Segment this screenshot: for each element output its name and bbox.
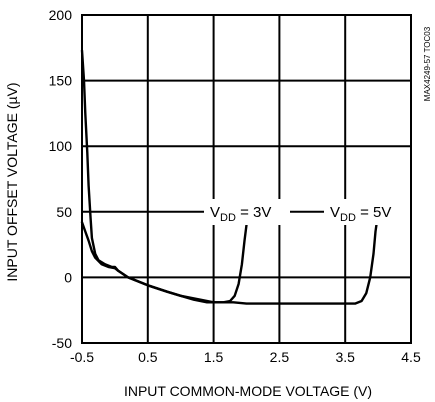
x-axis-label: INPUT COMMON-MODE VOLTAGE (V)	[124, 383, 372, 399]
y-tick-label: -50	[52, 335, 72, 351]
y-tick-label: 50	[56, 204, 72, 220]
annotation-bg	[324, 199, 410, 225]
vdd-5v-annotation: VDD = 5V	[324, 199, 410, 225]
x-tick-label: 2.5	[270, 349, 290, 365]
grid-lines	[82, 15, 411, 343]
annotation-label: VDD = 3V	[210, 204, 271, 224]
y-tick-label: 200	[49, 7, 73, 23]
series-line-2	[80, 221, 378, 305]
y-tick-labels: -50 0 50 100 150 200	[49, 7, 73, 351]
y-axis-label: INPUT OFFSET VOLTAGE (µV)	[4, 82, 20, 281]
vdd-3v-annotation: VDD = 3V	[204, 199, 290, 225]
annotation-label: VDD = 5V	[330, 204, 391, 224]
x-tick-labels: -0.5 0.5 1.5 2.5 3.5 4.5	[70, 349, 421, 365]
series-line-1	[80, 49, 250, 304]
x-tick-label: 0.5	[138, 349, 158, 365]
x-tick-label: 3.5	[335, 349, 355, 365]
figure-id-note: MAX4249-57 TOC03	[423, 26, 432, 101]
x-tick-label: -0.5	[70, 349, 94, 365]
x-tick-label: 4.5	[401, 349, 421, 365]
annotation-bg	[204, 199, 290, 225]
y-tick-label: 0	[64, 269, 72, 285]
y-tick-label: 100	[49, 138, 73, 154]
plot-frame	[81, 14, 412, 344]
x-tick-label: 1.5	[204, 349, 224, 365]
data-series	[80, 49, 378, 305]
y-tick-label: 150	[49, 73, 73, 89]
